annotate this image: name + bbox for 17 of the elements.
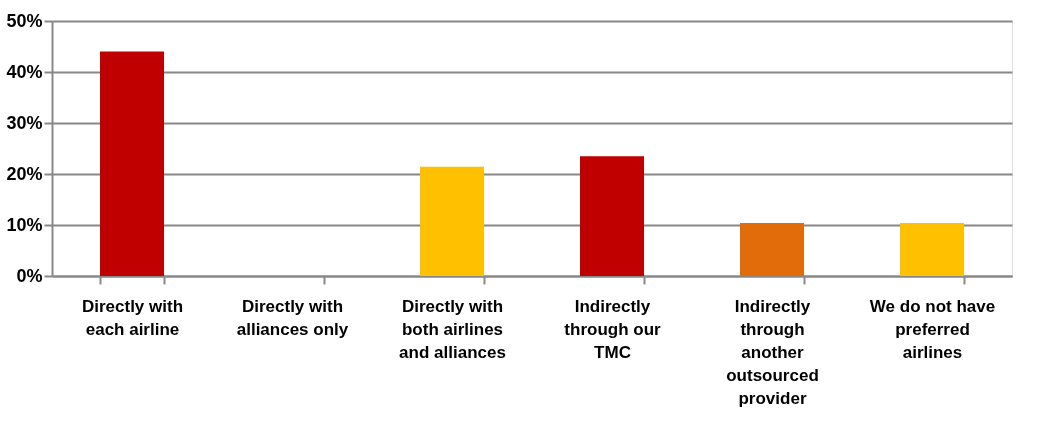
x-tick-label: Indirectly through another outsourced provider — [726, 296, 819, 408]
y-tick-label: 40% — [6, 61, 43, 82]
bar — [580, 156, 644, 276]
x-tick-label: Directly with alliances only — [236, 296, 349, 339]
y-tick-label: 0% — [16, 265, 43, 286]
bar — [900, 222, 964, 276]
y-tick-label: 50% — [6, 10, 43, 31]
y-tick-label: 20% — [6, 163, 43, 184]
y-tick-label: 30% — [6, 112, 43, 133]
bar — [740, 222, 804, 276]
x-tick-label: We do not have preferred airlines — [869, 296, 996, 362]
bar — [100, 51, 164, 276]
x-tick-label: Directly with each airline — [81, 296, 184, 339]
x-tick-label: Indirectly through our TMC — [564, 296, 662, 362]
x-tick-label: Directly with both airlines and alliances — [399, 296, 506, 362]
bar — [420, 166, 484, 276]
y-tick-label: 10% — [6, 214, 43, 235]
